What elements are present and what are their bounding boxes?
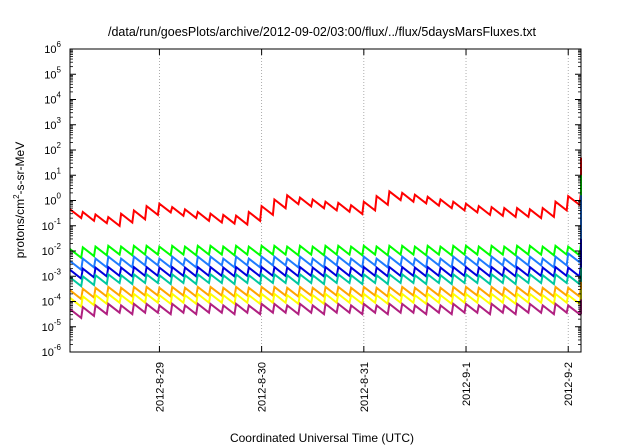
x-tick-label: 2012-8-30 <box>257 362 269 412</box>
series-line-1 <box>69 175 582 260</box>
y-tick-label: 10-5 <box>42 318 62 334</box>
x-tick-label: 2012-9-1 <box>461 362 473 406</box>
x-tick-label: 2012-8-31 <box>359 362 371 412</box>
y-axis-ticks: 10-6 10-5 10-4 10-3 10-2 10-1 100 101 102 103 104 1… <box>42 40 581 359</box>
series-line-0 <box>69 157 582 228</box>
y-tick-label: 103 <box>44 116 61 132</box>
chart-title: /data/run/goesPlots/archive/2012-09-02/0… <box>108 25 537 39</box>
y-tick-label: 105 <box>44 65 61 81</box>
x-tick-label: 2012-9-2 <box>563 362 575 406</box>
y-tick-label: 101 <box>44 166 61 182</box>
y-tick-label: 10-4 <box>42 293 62 309</box>
y-tick-label: 104 <box>44 91 61 107</box>
y-tick-label: 10-1 <box>42 217 62 233</box>
y-axis-label: protons/cm2-s-sr-MeV <box>12 142 27 258</box>
y-tick-label: 10-3 <box>42 267 62 283</box>
grid-lines <box>159 49 569 352</box>
y-tick-label: 10-2 <box>42 242 62 258</box>
series-layer <box>69 157 582 320</box>
y-tick-label: 106 <box>44 40 61 56</box>
y-tick-label: 100 <box>44 192 61 208</box>
y-tick-label: 10-6 <box>42 343 62 359</box>
x-tick-label: 2012-8-29 <box>154 362 166 412</box>
x-axis-ticks: 2012-8-29 2012-8-30 2012-8-31 2012-9-1 2012-… <box>154 49 575 412</box>
y-tick-label: 102 <box>44 141 61 157</box>
x-axis-label: Coordinated Universal Time (UTC) <box>230 431 414 445</box>
series-line-7 <box>69 299 582 320</box>
